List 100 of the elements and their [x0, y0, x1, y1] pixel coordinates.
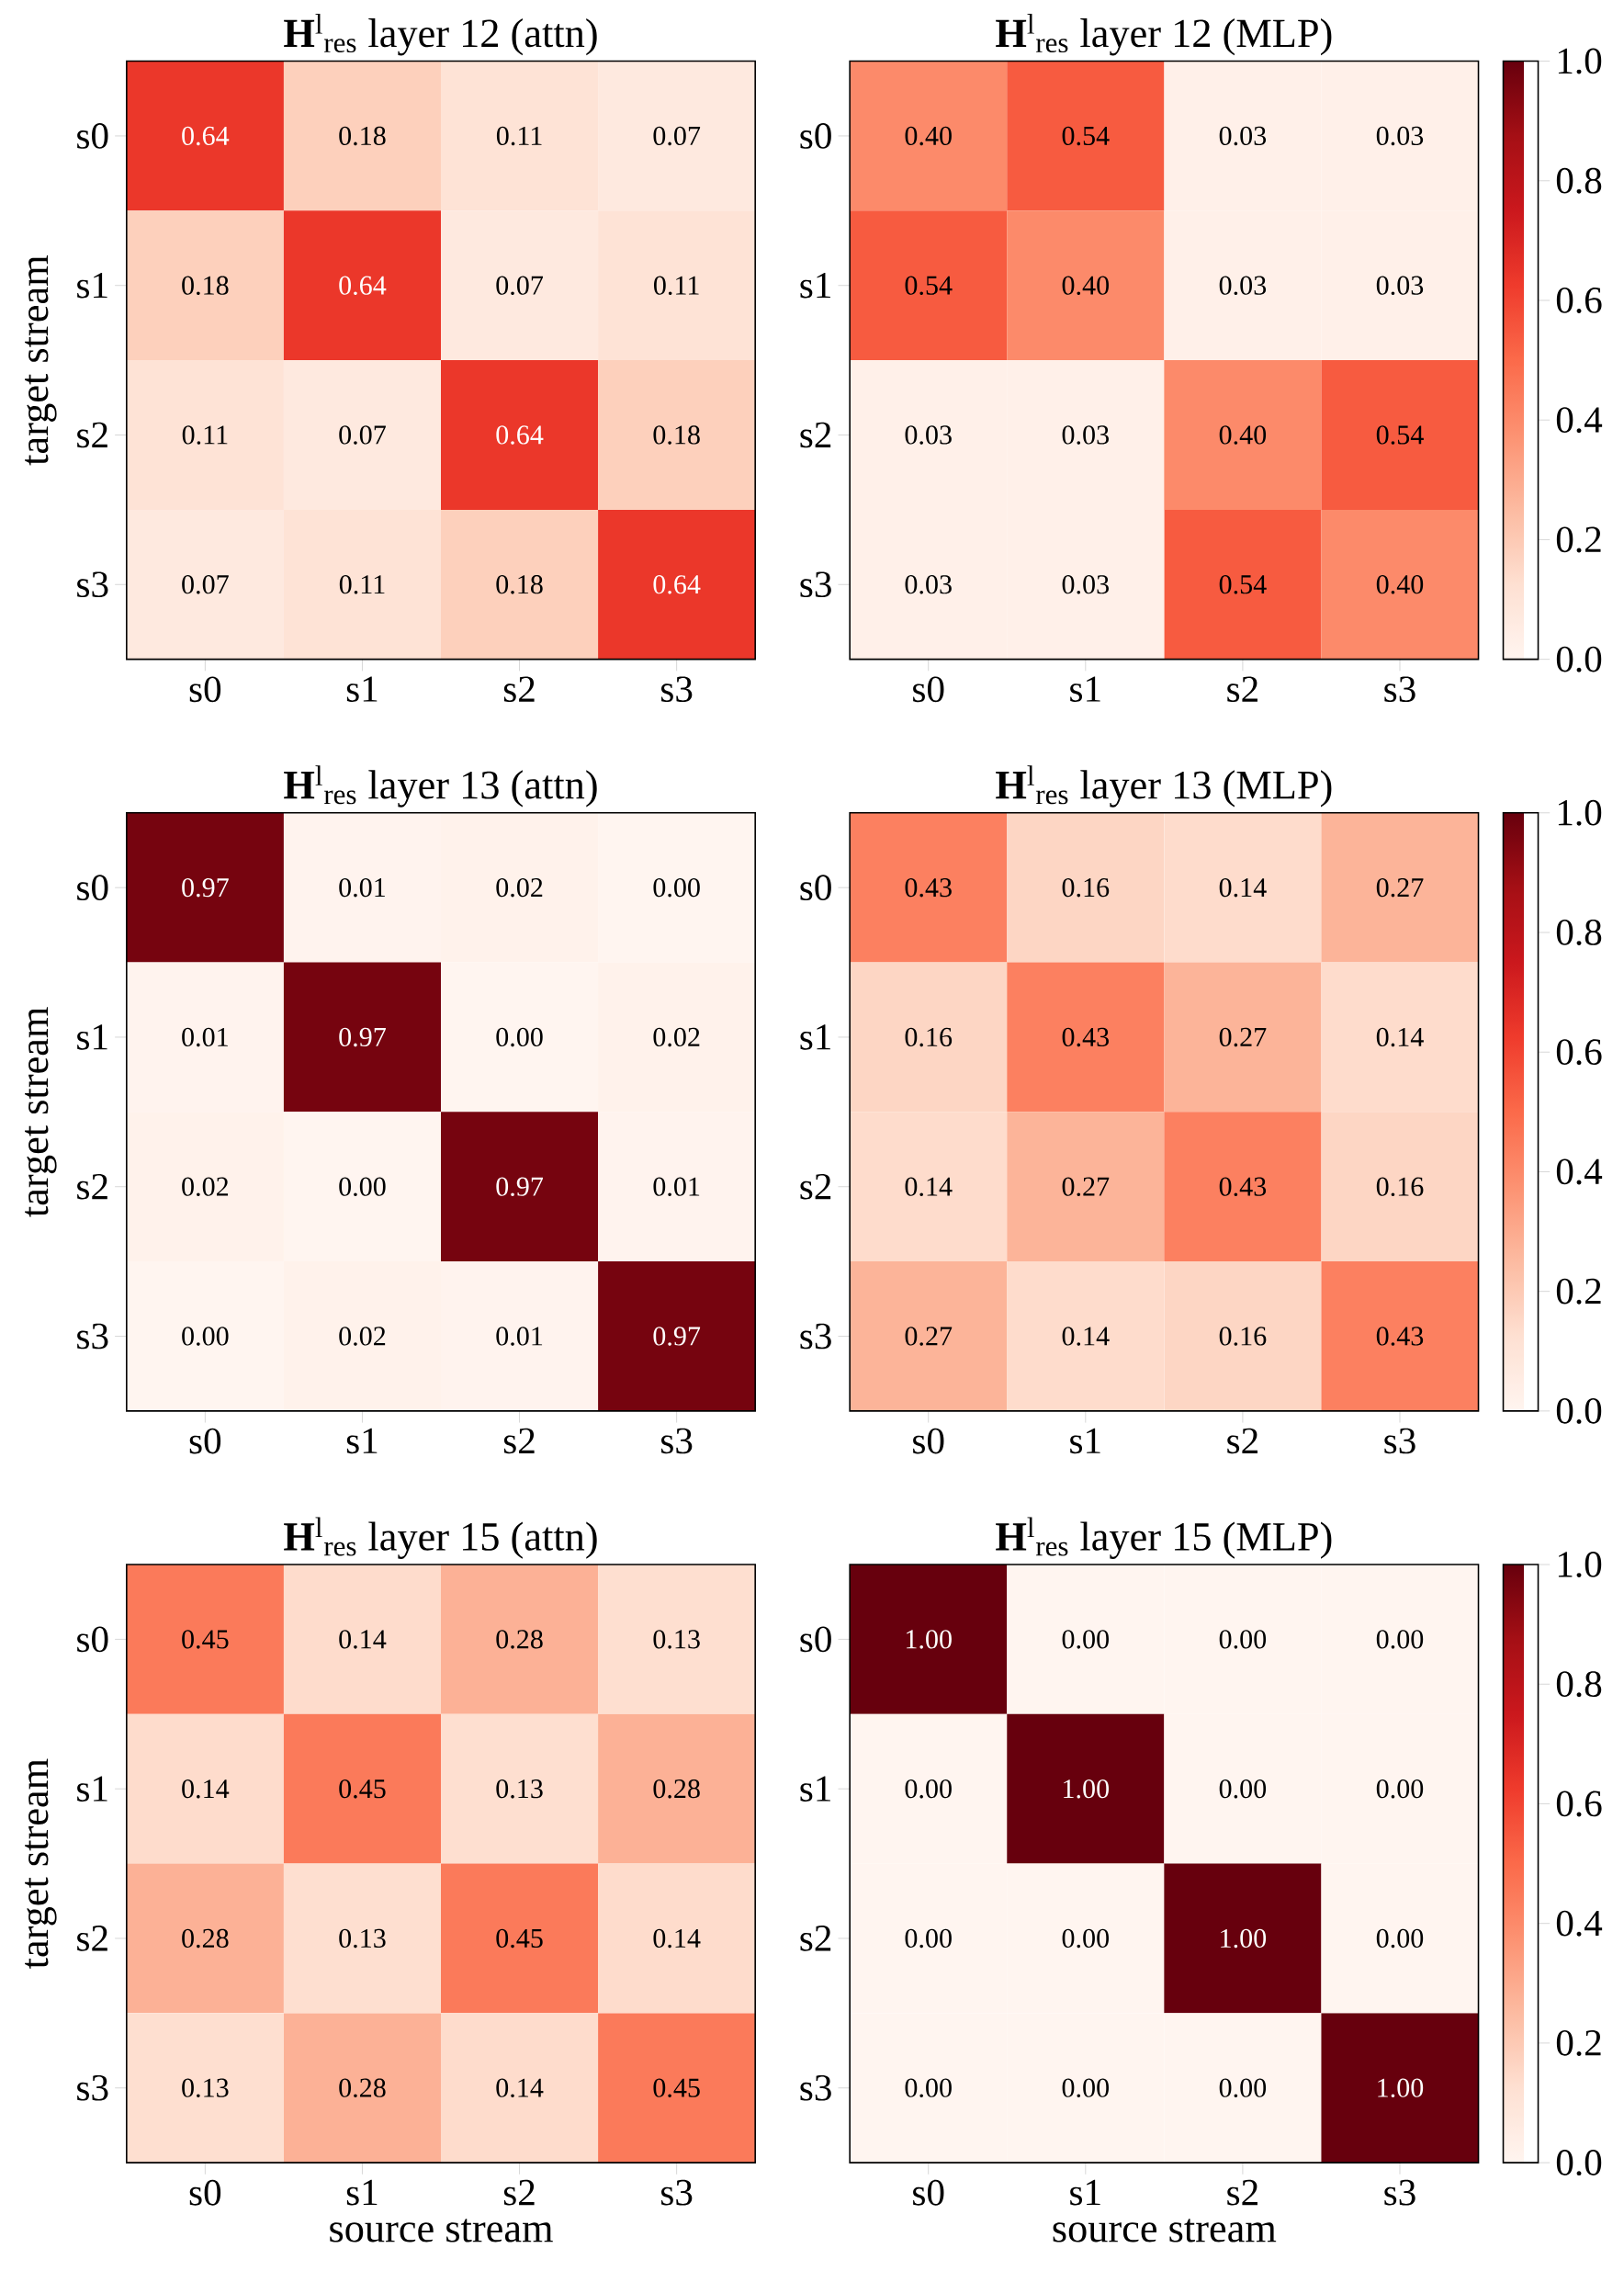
data-label: 0.00: [1376, 1779, 1424, 1799]
data-label: 0.45: [339, 1779, 386, 1799]
data-label: 0.27: [1062, 1177, 1110, 1196]
y-tick-label: s1: [800, 1024, 830, 1050]
data-label: 0.01: [496, 1327, 543, 1346]
x-tick-label: s1: [1070, 676, 1100, 702]
data-label: 0.16: [1062, 877, 1110, 898]
data-label: 0.45: [653, 2078, 700, 2097]
x-tick-label: s1: [346, 676, 378, 702]
x-tick-label: s0: [189, 676, 221, 703]
y-tick-label: s0: [800, 123, 831, 149]
y-tick-label: s2: [77, 422, 107, 448]
color-bar-label: 0.4: [1556, 1158, 1603, 1185]
data-label: 0.00: [339, 1177, 386, 1196]
data-label: 0.16: [905, 1027, 953, 1047]
data-label: 0.07: [653, 126, 701, 146]
y-tick-label: s3: [800, 1323, 831, 1350]
color-bar-label: 0.6: [1556, 287, 1602, 313]
chart-title: H$^{l}$$_{res}$ layer 13 (MLP): [996, 765, 1332, 808]
y-tick-label: s2: [800, 1173, 831, 1200]
data-label: 0.14: [1062, 1327, 1110, 1346]
data-label: 0.27: [1219, 1027, 1267, 1047]
y-tick-label: s3: [77, 1323, 108, 1350]
chart-title: H$^{l}$$_{res}$ layer 12 (MLP): [996, 14, 1332, 56]
data-label: 0.07: [182, 575, 229, 594]
color-bar-label: 0.8: [1556, 1671, 1602, 1698]
data-label: 0.97: [653, 1327, 701, 1346]
data-label: 0.40: [1219, 425, 1267, 445]
data-label: 0.54: [1219, 575, 1267, 594]
chart-title: H$^{l}$$_{res}$ layer 13 (attn): [284, 765, 597, 808]
data-label: 0.64: [653, 575, 701, 594]
data-label: 0.11: [182, 425, 228, 445]
data-label: 0.03: [905, 575, 952, 594]
color-bar-label: 0.4: [1556, 1910, 1603, 1937]
color-bar-label: 0.6: [1556, 1791, 1602, 1817]
data-label: 0.43: [1376, 1327, 1424, 1346]
data-label: 0.28: [496, 1630, 543, 1649]
color-bar-label: 0.0: [1556, 1397, 1602, 1424]
chart-title: H$^{l}$$_{res}$ layer 12 (attn): [284, 14, 597, 56]
data-label: 0.40: [1376, 575, 1424, 594]
data-label: 0.00: [1376, 1928, 1424, 1949]
x-tick-label: s2: [1227, 1428, 1257, 1454]
y-tick-label: s2: [77, 1173, 107, 1200]
y-tick-label: s3: [77, 2074, 108, 2101]
data-label: 0.03: [1376, 126, 1424, 146]
data-label: 0.16: [1376, 1177, 1424, 1196]
y-tick-label: s2: [77, 1926, 107, 1951]
x-tick-label: s3: [661, 676, 693, 703]
data-label: 0.00: [1376, 1630, 1424, 1649]
data-label: 0.01: [339, 877, 386, 898]
x-tick-label: s0: [189, 1428, 221, 1454]
data-label: 0.13: [182, 2078, 229, 2097]
y-tick-label: s1: [77, 1776, 107, 1802]
data-label: 0.11: [654, 276, 699, 295]
x-tick-label: s1: [346, 2179, 378, 2206]
data-label: 0.00: [182, 1327, 229, 1346]
data-label: 0.97: [182, 877, 229, 898]
data-label: 0.13: [496, 1779, 543, 1799]
data-label: 0.27: [905, 1327, 953, 1346]
data-label: 0.18: [496, 575, 543, 594]
data-label: 0.02: [339, 1327, 386, 1346]
data-label: 0.00: [1219, 1779, 1267, 1799]
data-label: 0.00: [1062, 2078, 1110, 2097]
data-label: 0.16: [1219, 1327, 1267, 1346]
data-label: 0.14: [1376, 1027, 1424, 1047]
y-tick-label: s3: [77, 571, 108, 598]
y-axis-title: target stream: [25, 255, 57, 466]
color-bar-label: 1.0: [1558, 48, 1602, 74]
data-label: 0.18: [182, 276, 229, 295]
data-label: 0.03: [1062, 575, 1109, 594]
x-tick-label: s3: [1384, 2179, 1415, 2206]
data-label: 0.01: [653, 1177, 700, 1196]
y-tick-label: s2: [800, 422, 831, 448]
data-label: 0.07: [496, 276, 544, 295]
y-tick-label: s3: [800, 571, 831, 598]
data-label: 0.00: [653, 877, 700, 898]
data-label: 0.02: [496, 877, 543, 898]
x-tick-label: s3: [661, 1428, 693, 1454]
y-axis-title: target stream: [25, 1758, 57, 1969]
data-label: 0.27: [1376, 877, 1424, 898]
data-label: 0.43: [905, 877, 952, 898]
data-label: 1.00: [1064, 1779, 1110, 1799]
data-label: 0.97: [496, 1177, 544, 1196]
data-label: 0.40: [905, 126, 952, 146]
data-label: 0.00: [496, 1027, 543, 1047]
data-label: 0.13: [339, 1928, 386, 1949]
color-bar-label: 0.0: [1556, 2150, 1602, 2176]
x-tick-label: s0: [913, 2179, 944, 2206]
data-label: 0.54: [1062, 126, 1110, 146]
x-tick-label: s1: [1070, 1428, 1100, 1454]
x-axis-title: source stream: [330, 2219, 553, 2242]
data-label: 0.28: [339, 2078, 386, 2097]
data-label: 1.00: [1378, 2078, 1424, 2097]
color-bar-label: 1.0: [1558, 799, 1602, 826]
x-tick-label: s2: [503, 1428, 535, 1454]
color-bar-label: 0.4: [1556, 407, 1603, 434]
x-tick-label: s2: [1227, 676, 1257, 703]
data-label: 0.14: [1219, 877, 1267, 898]
data-label: 0.00: [1062, 1928, 1110, 1949]
data-label: 0.03: [1219, 276, 1267, 295]
